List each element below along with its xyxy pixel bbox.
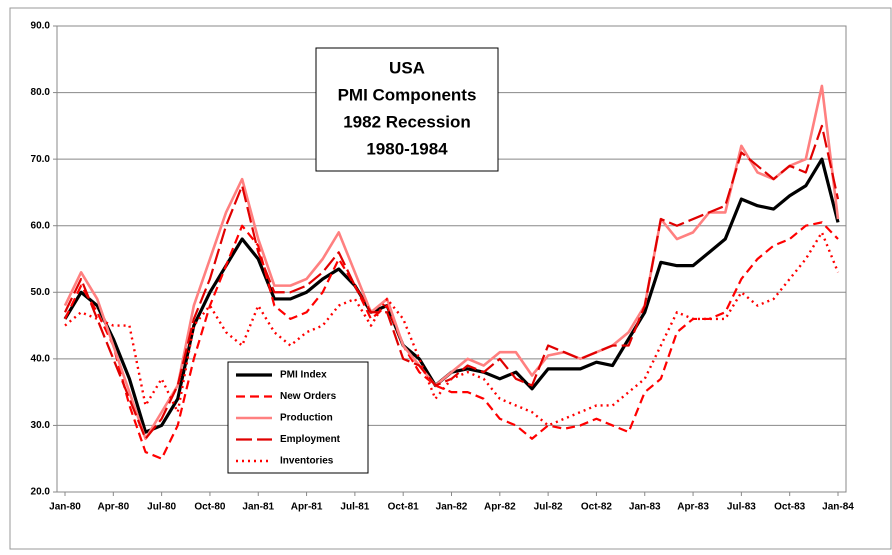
y-tick-label: 40.0 — [31, 353, 51, 364]
chart-title: PMI Components — [338, 85, 477, 104]
x-tick-label: Apr-83 — [677, 502, 709, 513]
y-tick-label: 90.0 — [31, 21, 51, 32]
x-tick-label: Jan-84 — [822, 502, 854, 513]
y-tick-label: 80.0 — [31, 87, 51, 98]
x-tick-label: Jan-82 — [436, 502, 468, 513]
title-frame — [315, 47, 499, 172]
legend: PMI Index New Orders Production Employment I… — [227, 361, 369, 474]
x-tick-label: Apr-82 — [484, 502, 516, 513]
y-tick-label: 30.0 — [31, 420, 51, 431]
x-tick-label: Jul-82 — [534, 502, 563, 513]
x-tick-label: Jan-81 — [242, 502, 274, 513]
series-line — [64, 221, 839, 460]
x-tick-label: Jan-80 — [49, 502, 81, 513]
legend-label: Employment — [280, 434, 341, 445]
legend-label: Production — [280, 413, 333, 424]
x-tick-label: Jan-83 — [629, 502, 661, 513]
series-line — [64, 231, 840, 427]
chart-title: 1980-1984 — [366, 139, 448, 158]
x-tick-label: Oct-81 — [388, 502, 420, 513]
title-box: USA PMI Components 1982 Recession 1980-1984 — [315, 47, 499, 172]
chart-title: USA — [389, 58, 425, 77]
legend-label: New Orders — [280, 391, 337, 402]
chart-title: 1982 Recession — [343, 112, 471, 131]
y-tick-label: 20.0 — [31, 487, 51, 498]
x-tick-label: Oct-80 — [194, 502, 226, 513]
x-tick-label: Jul-80 — [147, 502, 176, 513]
y-tick-label: 60.0 — [31, 220, 51, 231]
lines — [63, 84, 840, 460]
x-tick-label: Apr-80 — [97, 502, 129, 513]
x-tick-label: Apr-81 — [291, 502, 323, 513]
legend-label: PMI Index — [280, 370, 327, 381]
grid: 20.0 30.0 40.0 50.0 60.0 70.0 80.0 90.0 Jan-80 Ap… — [31, 21, 855, 513]
y-tick-label: 70.0 — [31, 154, 51, 165]
x-tick-label: Jul-81 — [340, 502, 369, 513]
x-tick-label: Jul-83 — [727, 502, 756, 513]
x-tick-label: Oct-82 — [581, 502, 613, 513]
y-tick-label: 50.0 — [31, 287, 51, 298]
x-tick-label: Oct-83 — [774, 502, 806, 513]
legend-label: Inventories — [280, 456, 334, 467]
